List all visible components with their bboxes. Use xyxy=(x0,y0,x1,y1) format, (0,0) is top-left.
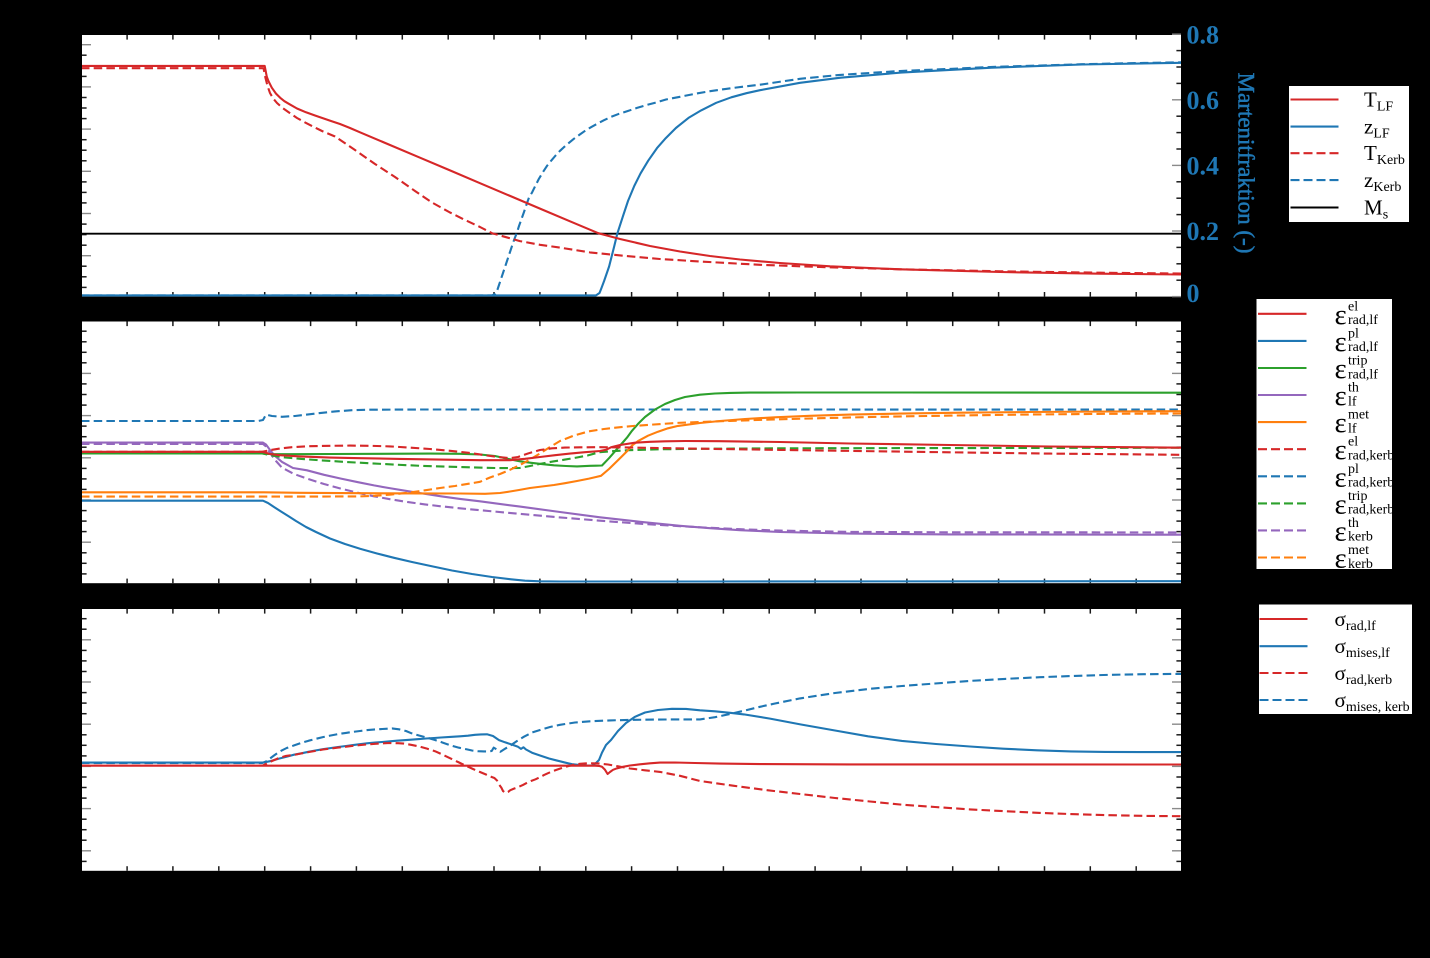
svg-text:pl: pl xyxy=(1348,326,1359,341)
svg-text:ε: ε xyxy=(1335,380,1347,412)
svg-text:rad,lf: rad,lf xyxy=(1348,367,1378,382)
svg-text:lf: lf xyxy=(1348,421,1357,436)
svg-text:Martenitfraktion (-): Martenitfraktion (-) xyxy=(1234,73,1259,254)
svg-text:ε: ε xyxy=(1335,407,1347,439)
svg-text:th: th xyxy=(1348,516,1359,531)
svg-text:met: met xyxy=(1348,408,1369,423)
svg-text:ε: ε xyxy=(1335,543,1347,575)
svg-text:0.2: 0.2 xyxy=(1187,217,1220,246)
svg-text:rad,lf: rad,lf xyxy=(1348,313,1378,328)
svg-text:lf: lf xyxy=(1348,394,1357,409)
svg-text:rad,kerb: rad,kerb xyxy=(1348,449,1394,464)
svg-text:kerb: kerb xyxy=(1348,557,1373,572)
svg-text:ε: ε xyxy=(1335,326,1347,358)
svg-text:pl: pl xyxy=(1348,462,1359,477)
svg-text:ε: ε xyxy=(1335,299,1347,331)
svg-text:ε: ε xyxy=(1335,434,1347,466)
svg-text:rad,kerb: rad,kerb xyxy=(1348,503,1394,518)
svg-text:el: el xyxy=(1348,435,1358,450)
svg-text:ε: ε xyxy=(1335,353,1347,385)
svg-text:el: el xyxy=(1348,299,1358,314)
svg-text:kerb: kerb xyxy=(1348,530,1373,545)
svg-text:0.6: 0.6 xyxy=(1187,86,1220,115)
svg-text:0: 0 xyxy=(1187,279,1200,308)
svg-text:rad,lf: rad,lf xyxy=(1348,340,1378,355)
svg-text:ε: ε xyxy=(1335,488,1347,520)
svg-text:trip: trip xyxy=(1348,354,1367,369)
svg-text:TLF: TLF xyxy=(1364,88,1393,115)
svg-text:0.8: 0.8 xyxy=(1187,20,1220,49)
svg-text:ε: ε xyxy=(1335,461,1347,493)
svg-text:th: th xyxy=(1348,381,1359,396)
svg-text:ε: ε xyxy=(1335,515,1347,547)
svg-text:rad,kerb: rad,kerb xyxy=(1348,476,1394,491)
svg-text:met: met xyxy=(1348,543,1369,558)
svg-text:trip: trip xyxy=(1348,489,1367,504)
svg-text:0.4: 0.4 xyxy=(1187,152,1220,181)
